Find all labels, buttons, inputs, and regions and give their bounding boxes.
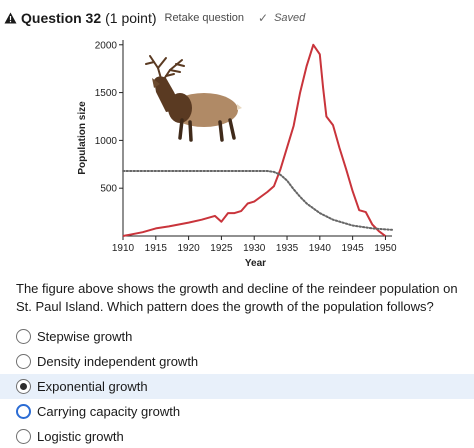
carrying-capacity-line: [122, 170, 393, 231]
answer-option-label: Logistic growth: [37, 429, 124, 444]
radio-button[interactable]: [16, 429, 31, 444]
x-tick-label: 1940: [309, 243, 332, 254]
y-tick-label: 500: [100, 184, 117, 195]
radio-button[interactable]: [16, 329, 31, 344]
x-tick-label: 1925: [210, 243, 233, 254]
radio-button[interactable]: [16, 354, 31, 369]
question-header: Question 32 (1 point) Retake question ✓ …: [4, 8, 470, 28]
answer-option[interactable]: Density independent growth: [0, 349, 474, 374]
radio-button[interactable]: [16, 404, 31, 419]
answer-option-label: Exponential growth: [37, 379, 148, 394]
answer-option-label: Stepwise growth: [37, 329, 133, 344]
question-text: The figure above shows the growth and de…: [16, 281, 458, 314]
x-axis-label: Year: [245, 258, 266, 269]
saved-status: Saved: [274, 12, 306, 24]
answer-option[interactable]: Exponential growth: [0, 374, 474, 399]
question-title: Question 32: [21, 10, 102, 26]
radio-button[interactable]: [16, 379, 31, 394]
population-line: [122, 43, 386, 237]
x-tick-label: 1930: [243, 243, 266, 254]
answer-option[interactable]: Logistic growth: [0, 424, 474, 448]
answer-options: Stepwise growth Density independent growt…: [0, 324, 474, 448]
answer-option-label: Carrying capacity growth: [37, 404, 181, 419]
y-tick-label: 2000: [95, 40, 118, 51]
x-tick-label: 1950: [374, 243, 397, 254]
x-tick-label: 1915: [145, 243, 168, 254]
y-tick-label: 1000: [95, 136, 118, 147]
retake-question-link[interactable]: Retake question: [164, 12, 245, 24]
warning-triangle-icon: [4, 12, 17, 24]
answer-option[interactable]: Stepwise growth: [0, 324, 474, 349]
population-figure: 1910 1915 1920 1925 1930 1935 1940 1945 1950 500 1…: [70, 34, 400, 270]
x-tick-label: 1945: [342, 243, 365, 254]
question-points: (1 point): [105, 10, 157, 26]
y-tick-label: 1500: [95, 88, 118, 99]
checkmark-icon: ✓: [258, 11, 269, 25]
answer-option-label: Density independent growth: [37, 354, 199, 369]
reindeer-illustration: [145, 55, 242, 142]
y-axis-label: Population size: [77, 101, 88, 175]
population-chart: 1910 1915 1920 1925 1930 1935 1940 1945 1950 500 1…: [77, 40, 397, 269]
x-tick-label: 1920: [177, 243, 200, 254]
x-tick-label: 1935: [276, 243, 299, 254]
answer-option[interactable]: Carrying capacity growth: [0, 399, 474, 424]
x-tick-label: 1910: [112, 243, 135, 254]
